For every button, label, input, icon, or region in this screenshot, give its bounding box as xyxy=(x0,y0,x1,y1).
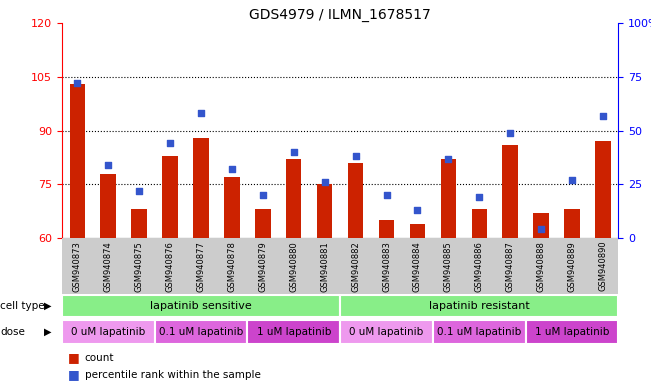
Text: GSM940876: GSM940876 xyxy=(165,241,174,292)
Point xyxy=(443,156,454,162)
Point xyxy=(381,192,392,198)
Bar xyxy=(441,159,456,238)
Bar xyxy=(255,209,271,238)
Bar xyxy=(379,220,395,238)
Text: ■: ■ xyxy=(68,369,80,381)
Text: GSM940883: GSM940883 xyxy=(382,241,391,292)
Text: GSM940875: GSM940875 xyxy=(135,241,144,291)
Text: GDS4979 / ILMN_1678517: GDS4979 / ILMN_1678517 xyxy=(249,8,431,22)
Bar xyxy=(340,320,433,344)
Bar xyxy=(162,156,178,238)
Bar xyxy=(564,209,580,238)
Bar xyxy=(348,163,363,238)
Bar xyxy=(409,224,425,238)
Text: GSM940885: GSM940885 xyxy=(444,241,453,291)
Text: GSM940881: GSM940881 xyxy=(320,241,329,291)
Text: 1 uM lapatinib: 1 uM lapatinib xyxy=(535,327,609,337)
Point xyxy=(505,130,516,136)
Bar xyxy=(533,213,549,238)
Text: 0 uM lapatinib: 0 uM lapatinib xyxy=(71,327,145,337)
Point xyxy=(536,227,546,233)
Bar xyxy=(193,138,209,238)
Text: 0.1 uM lapatinib: 0.1 uM lapatinib xyxy=(437,327,521,337)
Text: GSM940884: GSM940884 xyxy=(413,241,422,291)
Point xyxy=(258,192,268,198)
Point xyxy=(134,188,145,194)
Text: GSM940887: GSM940887 xyxy=(506,241,515,292)
Text: GSM940873: GSM940873 xyxy=(73,241,82,292)
Text: GSM940889: GSM940889 xyxy=(568,241,577,291)
Text: percentile rank within the sample: percentile rank within the sample xyxy=(85,370,260,380)
Text: cell type: cell type xyxy=(0,301,45,311)
Bar xyxy=(62,295,340,318)
Point xyxy=(196,110,206,116)
Point xyxy=(412,207,422,213)
Bar xyxy=(595,141,611,238)
Text: 1 uM lapatinib: 1 uM lapatinib xyxy=(256,327,331,337)
Text: GSM940879: GSM940879 xyxy=(258,241,268,291)
Text: GSM940878: GSM940878 xyxy=(227,241,236,292)
Text: ▶: ▶ xyxy=(44,301,51,311)
Bar xyxy=(525,320,618,344)
Bar xyxy=(286,159,301,238)
Point xyxy=(598,113,608,119)
Bar xyxy=(340,295,618,318)
Text: lapatinib sensitive: lapatinib sensitive xyxy=(150,301,252,311)
Text: GSM940888: GSM940888 xyxy=(536,241,546,292)
Point xyxy=(72,80,83,86)
Bar xyxy=(433,320,525,344)
Bar xyxy=(70,84,85,238)
Text: GSM940877: GSM940877 xyxy=(197,241,206,292)
Bar xyxy=(471,209,487,238)
Bar xyxy=(62,320,154,344)
Bar xyxy=(317,184,333,238)
Point xyxy=(320,179,330,185)
Text: ■: ■ xyxy=(68,351,80,364)
Bar xyxy=(100,174,116,238)
Bar xyxy=(503,145,518,238)
Text: dose: dose xyxy=(0,327,25,337)
Text: count: count xyxy=(85,353,114,363)
Text: GSM940882: GSM940882 xyxy=(351,241,360,291)
Point xyxy=(103,162,113,168)
Text: lapatinib resistant: lapatinib resistant xyxy=(429,301,530,311)
Point xyxy=(165,141,175,147)
Point xyxy=(474,194,484,200)
Text: GSM940880: GSM940880 xyxy=(289,241,298,291)
Point xyxy=(567,177,577,183)
Text: 0 uM lapatinib: 0 uM lapatinib xyxy=(350,327,424,337)
Text: GSM940874: GSM940874 xyxy=(104,241,113,291)
Point xyxy=(350,153,361,159)
Bar xyxy=(154,320,247,344)
Bar xyxy=(224,177,240,238)
Bar xyxy=(132,209,147,238)
Text: 0.1 uM lapatinib: 0.1 uM lapatinib xyxy=(159,327,243,337)
Point xyxy=(288,149,299,155)
Point xyxy=(227,166,237,172)
Text: GSM940890: GSM940890 xyxy=(598,241,607,291)
Bar xyxy=(247,320,340,344)
Text: GSM940886: GSM940886 xyxy=(475,241,484,292)
Text: ▶: ▶ xyxy=(44,327,51,337)
